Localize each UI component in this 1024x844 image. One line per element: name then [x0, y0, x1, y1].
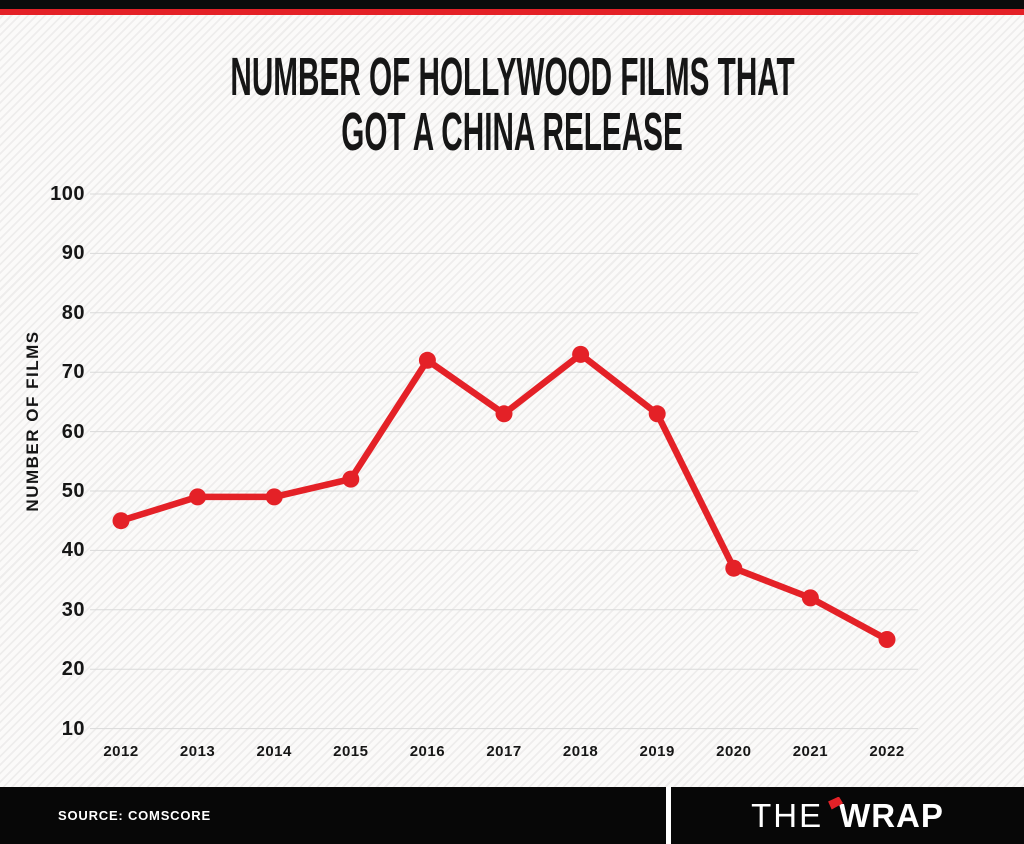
x-tick-label: 2013 [179, 743, 216, 760]
data-point [495, 405, 513, 423]
top-red-stripe [0, 9, 1024, 15]
y-tick-label: 80 [61, 301, 85, 324]
data-point [648, 405, 666, 423]
logo-text-wrap: WRAP [839, 796, 944, 834]
data-point [112, 512, 130, 530]
source-label: SOURCE: COMSCORE [58, 808, 211, 823]
data-point [878, 631, 896, 648]
x-tick-label: 2022 [869, 743, 905, 760]
y-tick-label: 10 [61, 717, 85, 740]
data-line [117, 351, 891, 643]
data-point [572, 345, 590, 363]
source-bar: SOURCE: COMSCORE [0, 787, 666, 844]
line-chart: NUMBER OF FILMS 100 90 80 70 60 50 40 30 20 10 20… [0, 170, 1024, 788]
y-tick-label: 60 [61, 420, 85, 443]
chart-title-line2: GOT A CHINA RELEASE [341, 102, 683, 162]
y-tick-label: 90 [61, 242, 85, 265]
y-tick-label: 100 [50, 183, 85, 205]
x-tick-label: 2015 [333, 743, 369, 760]
chart-plot-area [90, 193, 918, 730]
x-tick-label: 2017 [486, 743, 522, 760]
x-tick-label: 2016 [409, 743, 446, 760]
footer: SOURCE: COMSCORE THE WRAP [0, 787, 1024, 844]
y-tick-label: 30 [61, 598, 85, 621]
y-tick-label: 20 [61, 658, 85, 681]
thewrap-logo: THE WRAP [751, 796, 944, 835]
x-tick-label: 2019 [639, 743, 675, 760]
data-point [801, 589, 819, 607]
x-tick-label: 2012 [103, 743, 139, 760]
chart-title-line1: NUMBER OF HOLLYWOOD FILMS THAT [230, 47, 795, 107]
y-tick-label: 40 [61, 539, 85, 562]
chart-title: NUMBER OF HOLLYWOOD FILMS THAT GOT A CHI… [0, 50, 1024, 160]
top-black-bar [0, 0, 1024, 9]
data-point [342, 470, 360, 488]
data-point [265, 488, 283, 506]
data-point [418, 351, 436, 369]
y-tick-label: 70 [61, 361, 85, 384]
logo-text-the: THE [751, 796, 824, 834]
data-point [189, 488, 207, 506]
x-tick-label: 2020 [716, 743, 752, 760]
x-tick-label: 2021 [792, 743, 829, 760]
x-tick-label: 2014 [256, 743, 292, 760]
x-tick-label: 2018 [562, 743, 599, 760]
y-tick-label: 50 [61, 480, 85, 502]
brand-bar: THE WRAP [671, 787, 1024, 844]
data-point [725, 559, 743, 577]
